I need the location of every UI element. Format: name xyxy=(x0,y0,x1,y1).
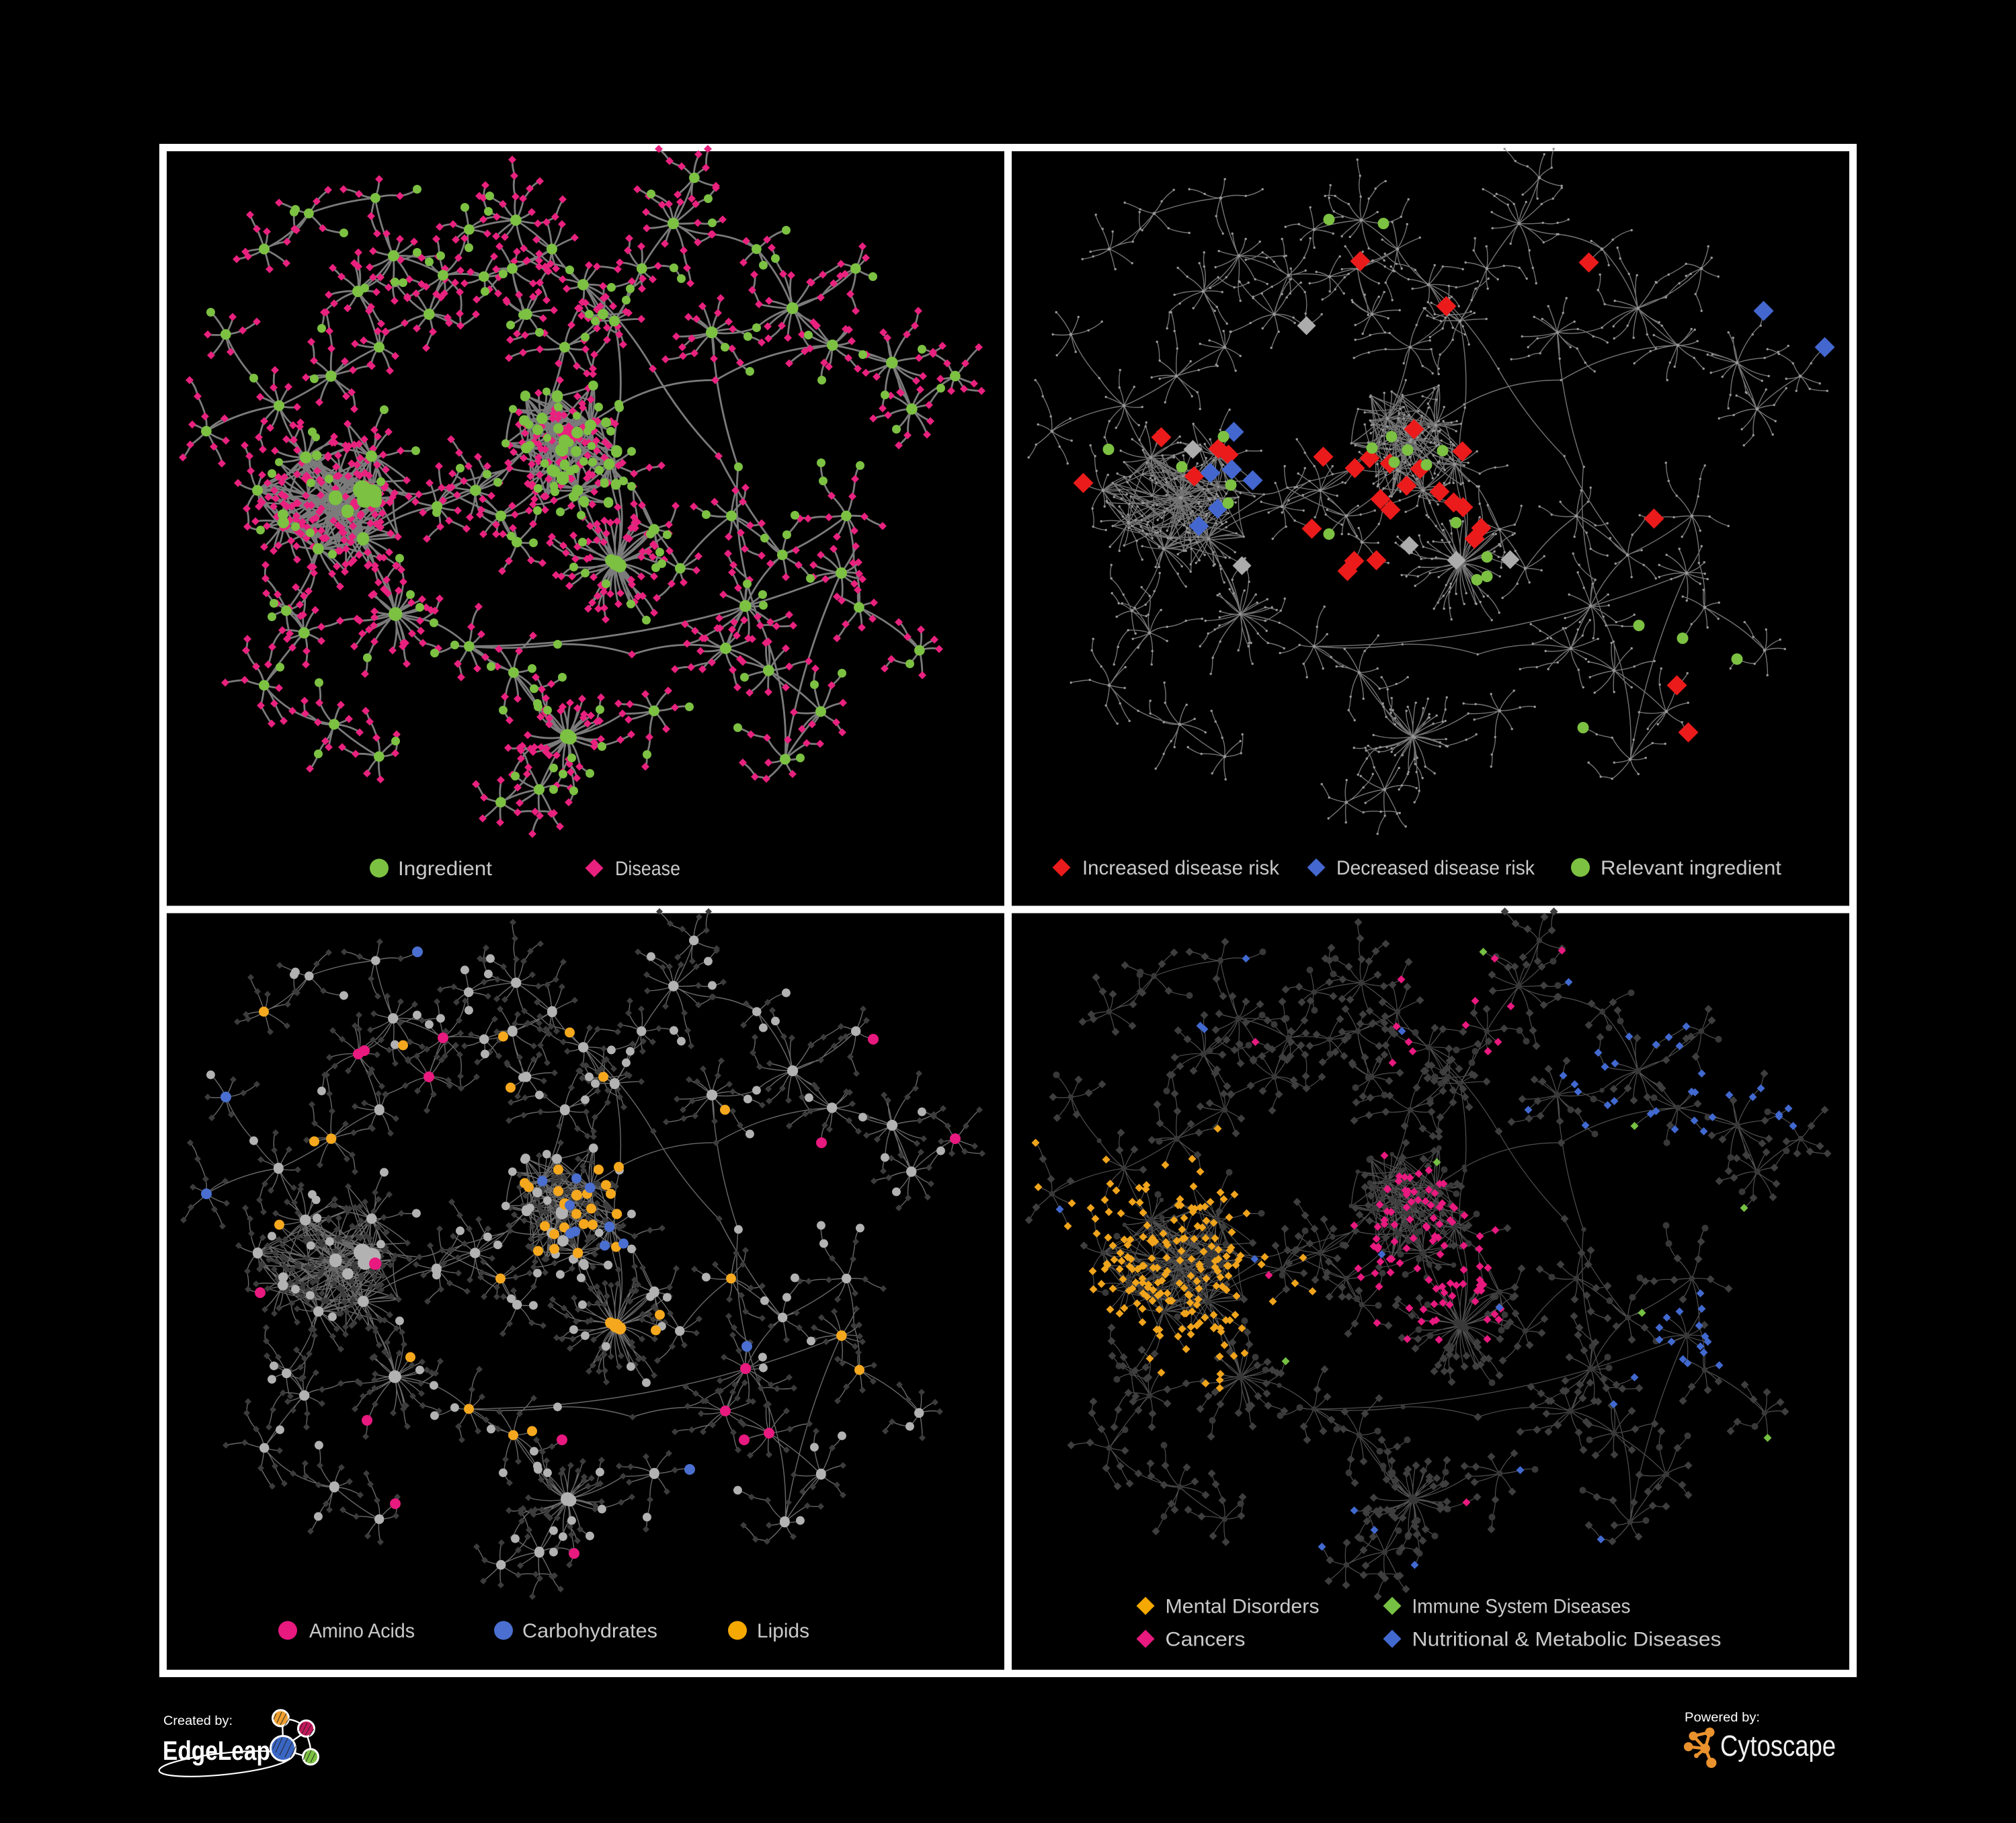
svg-text:Lipids: Lipids xyxy=(757,1620,809,1642)
svg-text:Created by:: Created by: xyxy=(163,1714,233,1728)
svg-text:Powered by:: Powered by: xyxy=(1685,1711,1760,1725)
svg-text:Mental Disorders: Mental Disorders xyxy=(1166,1596,1320,1618)
svg-text:Relevant ingredient: Relevant ingredient xyxy=(1601,857,1782,879)
svg-text:Cancers: Cancers xyxy=(1166,1629,1246,1651)
svg-text:Ingredient: Ingredient xyxy=(398,858,493,880)
svg-text:Decreased disease risk: Decreased disease risk xyxy=(1336,857,1535,879)
svg-text:Cytoscape: Cytoscape xyxy=(1720,1730,1836,1763)
svg-text:EdgeLeap: EdgeLeap xyxy=(163,1736,270,1766)
svg-text:Nutritional & Metabolic Diseas: Nutritional & Metabolic Diseases xyxy=(1412,1629,1722,1651)
svg-text:Immune System Diseases: Immune System Diseases xyxy=(1412,1596,1631,1618)
svg-text:Increased disease risk: Increased disease risk xyxy=(1082,857,1280,879)
svg-text:Amino Acids: Amino Acids xyxy=(309,1620,415,1642)
svg-text:Disease: Disease xyxy=(615,858,680,880)
svg-text:Carbohydrates: Carbohydrates xyxy=(522,1620,657,1642)
